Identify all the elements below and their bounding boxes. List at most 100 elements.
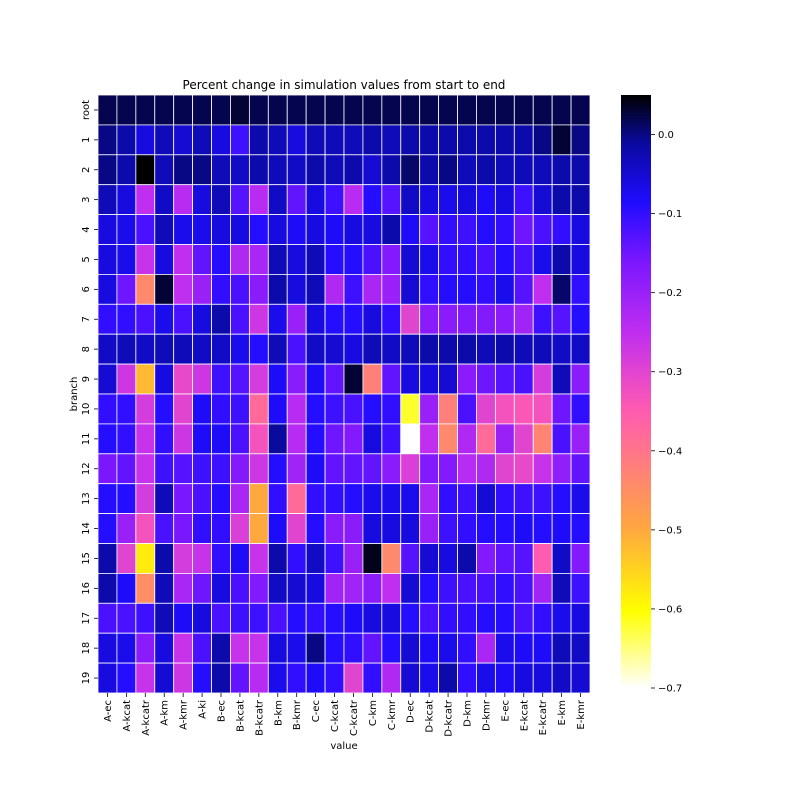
heatmap-cell xyxy=(438,483,458,515)
heatmap-cell xyxy=(532,602,553,634)
heatmap-cell xyxy=(135,543,156,574)
heatmap-cell xyxy=(267,244,288,275)
heatmap-cell xyxy=(286,333,307,365)
heatmap-cell xyxy=(324,662,345,694)
y-tick-label: 4 xyxy=(81,226,92,232)
heatmap-cell xyxy=(154,273,175,305)
heatmap-cell xyxy=(476,513,496,544)
heatmap-cell xyxy=(116,393,137,425)
heatmap-cell xyxy=(97,303,118,335)
heatmap-cell xyxy=(400,214,421,245)
heatmap-cell xyxy=(286,543,307,574)
heatmap-cell xyxy=(362,333,383,365)
heatmap-cell xyxy=(513,363,534,395)
heatmap-cell xyxy=(457,273,477,305)
heatmap-cell xyxy=(305,393,326,425)
heatmap-cell xyxy=(343,632,364,664)
heatmap-cell xyxy=(419,184,440,215)
heatmap-cell xyxy=(343,513,364,544)
heatmap-cell xyxy=(532,543,553,574)
heatmap-cell xyxy=(570,363,591,395)
y-tick-label: 19 xyxy=(81,672,92,685)
heatmap-cell xyxy=(513,214,534,245)
heatmap-cell xyxy=(400,632,421,664)
heatmap-cell xyxy=(211,94,231,126)
heatmap-cell xyxy=(400,244,421,275)
heatmap-cell xyxy=(97,602,118,634)
heatmap-cell xyxy=(173,333,194,365)
heatmap-cell xyxy=(400,184,421,215)
heatmap-cell xyxy=(135,244,156,275)
heatmap-cell xyxy=(343,543,364,574)
heatmap-cell xyxy=(381,124,402,156)
heatmap-cell xyxy=(419,453,440,485)
heatmap-cell xyxy=(97,124,118,156)
heatmap-cell xyxy=(230,184,250,215)
heatmap-cell xyxy=(400,363,421,395)
heatmap-cell xyxy=(362,632,383,664)
heatmap-cell xyxy=(154,184,175,215)
heatmap-cell xyxy=(457,423,477,455)
heatmap-cell xyxy=(343,333,364,365)
heatmap-cell xyxy=(230,662,250,694)
heatmap-cell xyxy=(97,632,118,664)
heatmap-cell xyxy=(267,124,288,156)
heatmap-cell xyxy=(457,363,477,395)
heatmap-cell xyxy=(286,273,307,305)
heatmap-cell xyxy=(381,573,402,604)
heatmap-cell xyxy=(116,513,137,544)
heatmap-cell xyxy=(116,303,137,335)
heatmap-cell xyxy=(97,513,118,544)
heatmap-cell xyxy=(551,94,572,126)
heatmap-cell xyxy=(173,543,194,574)
heatmap-cell xyxy=(513,333,534,365)
heatmap-cell xyxy=(211,333,231,365)
heatmap-cell xyxy=(286,393,307,425)
heatmap-cell xyxy=(230,363,250,395)
heatmap-cell xyxy=(400,423,421,455)
heatmap-cell xyxy=(305,363,326,395)
heatmap-cell xyxy=(419,543,440,574)
heatmap-cell xyxy=(116,124,137,156)
heatmap-cell xyxy=(419,303,440,335)
heatmap-cell xyxy=(173,363,194,395)
heatmap-cell xyxy=(438,423,458,455)
heatmap-cell xyxy=(267,483,288,515)
heatmap-cell xyxy=(362,453,383,485)
heatmap-cell xyxy=(438,453,458,485)
heatmap-cell xyxy=(532,214,553,245)
heatmap-cell xyxy=(551,273,572,305)
heatmap-cell xyxy=(135,602,156,634)
heatmap-cell xyxy=(343,363,364,395)
heatmap-cell xyxy=(211,124,231,156)
heatmap-cell xyxy=(362,214,383,245)
heatmap-cell xyxy=(248,423,269,455)
heatmap-cell xyxy=(570,94,591,126)
heatmap-cell xyxy=(286,453,307,485)
heatmap-cell xyxy=(494,573,515,604)
heatmap-cell xyxy=(419,214,440,245)
heatmap-cell xyxy=(476,602,496,634)
heatmap-cell xyxy=(457,513,477,544)
heatmap-cell xyxy=(532,94,553,126)
heatmap-cell xyxy=(343,273,364,305)
heatmap-cell xyxy=(457,333,477,365)
heatmap-cell xyxy=(135,632,156,664)
heatmap-cell xyxy=(248,363,269,395)
heatmap-cell xyxy=(494,632,515,664)
heatmap-cell xyxy=(173,393,194,425)
heatmap-cell xyxy=(286,244,307,275)
heatmap-cell xyxy=(476,423,496,455)
heatmap-cell xyxy=(135,453,156,485)
heatmap-cell xyxy=(305,453,326,485)
heatmap-cell xyxy=(513,513,534,544)
heatmap-cell xyxy=(305,333,326,365)
heatmap-cell xyxy=(476,483,496,515)
heatmap-cells xyxy=(97,94,591,694)
x-tick-label: A-ec xyxy=(103,700,114,722)
heatmap-cell xyxy=(343,303,364,335)
heatmap-cell xyxy=(116,662,137,694)
heatmap-cell xyxy=(570,393,591,425)
heatmap-cell xyxy=(381,244,402,275)
heatmap-cell xyxy=(476,184,496,215)
